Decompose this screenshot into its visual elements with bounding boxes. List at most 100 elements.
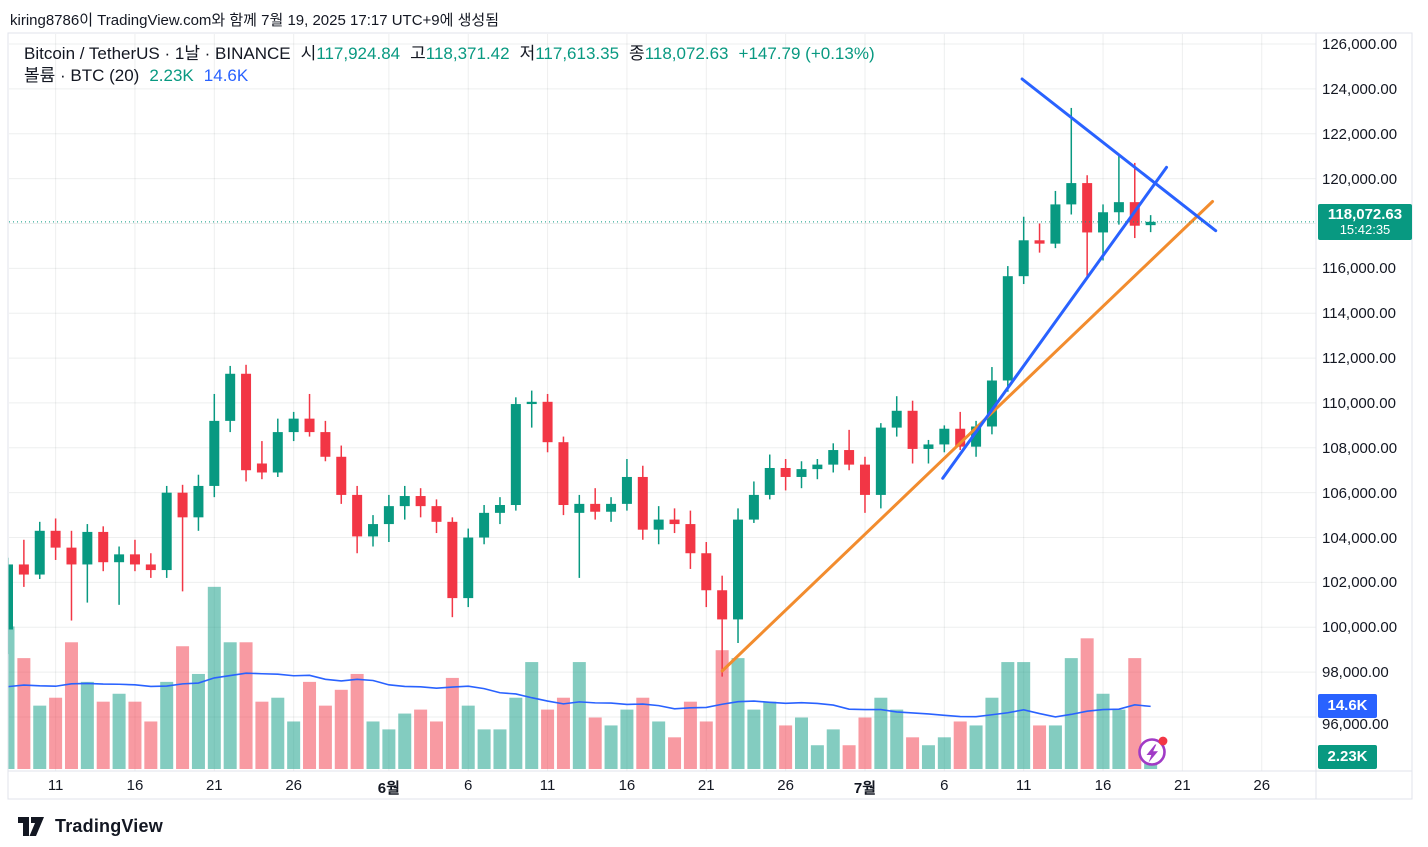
- volume-badge: 2.23K: [1318, 745, 1377, 769]
- volume-bar: [191, 673, 205, 769]
- volume-bar: [96, 701, 110, 769]
- volume-bar: [477, 729, 491, 769]
- candle-body: [859, 464, 870, 495]
- candle-body: [320, 432, 331, 457]
- volume-bar: [128, 701, 142, 769]
- candle-body: [383, 506, 394, 525]
- volume-bar: [969, 725, 983, 769]
- time-tick-label: 11: [1015, 777, 1032, 794]
- time-tick-label: 16: [618, 777, 636, 794]
- volume-ma-badge: 14.6K: [1318, 694, 1377, 718]
- candle-body: [431, 506, 442, 522]
- price-tick-label: 126,000.00: [1322, 36, 1398, 53]
- candle-body: [82, 531, 93, 565]
- volume-bar: [366, 721, 380, 769]
- price-tick-label: 98,000.00: [1322, 664, 1389, 682]
- volume-row: 볼륨 · BTC (20) 2.23K 14.6K: [24, 66, 875, 86]
- candle-body: [368, 524, 379, 537]
- volume-ma-line: [8, 672, 1151, 718]
- candle-body: [923, 444, 934, 449]
- volume-bar: [763, 701, 777, 769]
- volume-bar: [382, 729, 396, 769]
- price-tick-label: 110,000.00: [1322, 394, 1396, 412]
- volume-bar: [1128, 658, 1142, 769]
- volume-bar: [334, 689, 348, 769]
- volume-bar: [779, 725, 793, 769]
- candle-body: [986, 380, 997, 427]
- volume-bar: [683, 701, 697, 769]
- volume-bar: [525, 662, 539, 769]
- candle-body: [1066, 183, 1077, 205]
- candle-body: [8, 564, 13, 630]
- lightning-bolt-icon: [1146, 744, 1158, 763]
- ohlc-low: 저117,613.35: [519, 44, 620, 63]
- candle-body: [558, 442, 569, 506]
- symbol-row: Bitcoin / TetherUS · 1날 · BINANCE 시117,9…: [24, 44, 875, 64]
- candle-body: [34, 530, 45, 575]
- candle-body: [225, 373, 236, 421]
- volume-bar: [858, 717, 872, 769]
- candle-body: [780, 467, 791, 477]
- volume-bar: [414, 709, 428, 769]
- attribution-text: kiring8786이 TradingView.com와 함께 7월 19, 2…: [10, 12, 500, 29]
- ohlc-open: 시117,924.84: [300, 44, 401, 63]
- volume-bar: [588, 717, 602, 769]
- volume-indicator-label[interactable]: 볼륨 · BTC (20): [24, 66, 140, 85]
- time-tick-label: 21: [697, 777, 715, 794]
- candle-body: [352, 494, 363, 537]
- candle-body: [1034, 240, 1045, 244]
- candle-body: [463, 537, 474, 599]
- volume-bar: [874, 697, 888, 769]
- candle-body: [590, 503, 601, 512]
- volume-bar: [80, 681, 94, 769]
- candle-body: [447, 521, 458, 599]
- ohlc-high: 고118,371.42: [410, 44, 510, 63]
- volume-bar: [287, 721, 301, 769]
- price-tick-label: 124,000.00: [1322, 80, 1398, 98]
- candle-body: [653, 519, 664, 530]
- price-tick-label: 108,000.00: [1322, 439, 1398, 457]
- volume-bar: [350, 673, 364, 769]
- orange-ascending-support: [720, 199, 1215, 673]
- volume-bar: [1112, 709, 1126, 769]
- symbol-title[interactable]: Bitcoin / TetherUS · 1날 · BINANCE: [24, 44, 291, 63]
- candle-body: [241, 373, 252, 471]
- volume-bar: [953, 721, 967, 769]
- volume-bar: [17, 658, 31, 769]
- candle-body: [733, 519, 744, 620]
- tradingview-logo-icon: [18, 817, 44, 836]
- candle-body: [336, 456, 347, 495]
- volume-bar: [8, 626, 15, 769]
- last-price-value: 118,072.63: [1327, 206, 1403, 224]
- volume-bar: [239, 642, 253, 769]
- volume-bar: [985, 697, 999, 769]
- volume-bar: [636, 697, 650, 769]
- candle-body: [193, 485, 204, 518]
- candle-body: [1082, 183, 1093, 233]
- price-tick-label: 96,000.00: [1322, 716, 1389, 733]
- volume-bar: [556, 697, 570, 769]
- footer-brand[interactable]: TradingView: [16, 811, 163, 841]
- candle-body: [66, 547, 77, 565]
- volume-bar: [144, 721, 158, 769]
- candle-body: [796, 469, 807, 477]
- ohlc-close: 종118,072.63: [629, 44, 729, 63]
- price-tick-label: 116,000.00: [1322, 260, 1396, 278]
- time-tick-label: 26: [777, 777, 794, 794]
- time-tick-label: 21: [205, 777, 223, 794]
- boost-button[interactable]: [1134, 732, 1174, 772]
- volume-bar: [429, 721, 443, 769]
- candle-body: [129, 554, 140, 565]
- candle-body: [399, 496, 410, 507]
- price-tick-label: 112,000.00: [1322, 350, 1396, 368]
- candle-body: [526, 401, 537, 405]
- time-tick-label: 16: [1094, 777, 1112, 794]
- time-tick-label: 26: [1253, 777, 1271, 794]
- candle-body: [669, 519, 680, 525]
- blue-ascending-trendline: [941, 165, 1169, 480]
- volume-bar: [445, 677, 459, 769]
- volume-bar: [223, 642, 237, 769]
- volume-bar: [620, 709, 634, 769]
- volume-bar: [33, 705, 47, 769]
